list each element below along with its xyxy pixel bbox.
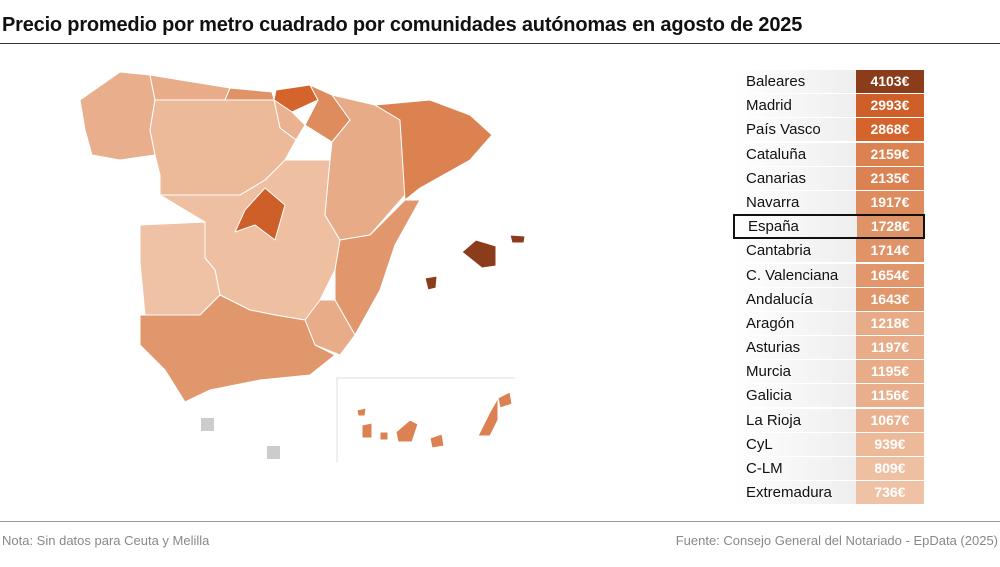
table-row: Extremadura 736€ xyxy=(734,481,924,505)
region-pa-s-vasco xyxy=(273,84,319,113)
row-value: 1917€ xyxy=(855,190,924,214)
table-row: Baleares 4103€ xyxy=(734,70,924,93)
table-row: C-LM 809€ xyxy=(734,457,924,480)
table-row: País Vasco 2868€ xyxy=(734,118,924,142)
title-divider xyxy=(0,43,1000,44)
table-row: Cataluña 2159€ xyxy=(734,142,924,166)
table-row: Galicia 1156€ xyxy=(734,384,924,408)
row-value: 809€ xyxy=(855,457,924,480)
region-melilla xyxy=(267,446,280,459)
table-row: La Rioja 1067€ xyxy=(734,408,924,432)
row-name: Andalucía xyxy=(734,287,856,311)
row-name: Navarra xyxy=(734,190,856,214)
region-ceuta xyxy=(201,418,214,431)
row-name: CyL xyxy=(734,432,856,456)
row-name: Canarias xyxy=(734,166,856,190)
row-value: 1156€ xyxy=(855,384,924,408)
row-value: 1218€ xyxy=(855,311,924,335)
row-name: País Vasco xyxy=(734,118,856,142)
row-name: C-LM xyxy=(734,457,856,480)
table-row: Murcia 1195€ xyxy=(734,360,924,384)
row-value: 1197€ xyxy=(855,336,924,360)
row-value: 939€ xyxy=(855,432,924,456)
footer-divider xyxy=(0,521,1000,522)
table-row: Canarias 2135€ xyxy=(734,166,924,190)
row-name: Cantabria xyxy=(734,239,856,263)
region-catalu-a xyxy=(374,99,493,201)
row-value: 1067€ xyxy=(855,408,924,432)
table-row: Madrid 2993€ xyxy=(734,94,924,118)
region-madrid xyxy=(234,187,286,241)
row-value: 1714€ xyxy=(855,239,924,263)
region-asturias xyxy=(149,74,231,101)
table-row: España 1728€ xyxy=(733,214,925,240)
source: Fuente: Consejo General del Notariado - … xyxy=(675,533,998,548)
row-name: Cataluña xyxy=(734,142,856,166)
row-value: 4103€ xyxy=(855,70,924,93)
row-name: Murcia xyxy=(734,360,856,384)
table-row: C. Valenciana 1654€ xyxy=(734,263,924,287)
row-name: España xyxy=(734,215,857,239)
table-row: Asturias 1197€ xyxy=(734,336,924,360)
region-cantabria xyxy=(224,87,275,101)
region-cyl xyxy=(149,99,297,196)
row-value: 2135€ xyxy=(855,166,924,190)
row-name: La Rioja xyxy=(734,408,856,432)
table-row: Cantabria 1714€ xyxy=(734,239,924,263)
footnote: Nota: Sin datos para Ceuta y Melilla xyxy=(2,533,210,548)
table-row: Andalucía 1643€ xyxy=(734,287,924,311)
region-canarias xyxy=(356,391,513,449)
canarias-inset-frame xyxy=(336,377,515,462)
row-name: Madrid xyxy=(734,94,856,118)
row-value: 2993€ xyxy=(855,94,924,118)
table-row: Aragón 1218€ xyxy=(734,311,924,335)
row-value: 2159€ xyxy=(855,142,924,166)
row-value: 1654€ xyxy=(855,263,924,287)
row-name: Galicia xyxy=(734,384,856,408)
row-value: 1728€ xyxy=(856,215,924,239)
table-row: Navarra 1917€ xyxy=(734,190,924,214)
row-value: 736€ xyxy=(855,481,924,505)
page-title: Precio promedio por metro cuadrado por c… xyxy=(2,14,803,36)
region-galicia xyxy=(79,71,156,161)
region-baleares xyxy=(424,234,526,291)
row-name: Extremadura xyxy=(734,481,856,505)
row-name: Baleares xyxy=(734,70,856,93)
row-value: 1643€ xyxy=(855,287,924,311)
region-c-valenciana xyxy=(334,199,421,336)
table-row: CyL 939€ xyxy=(734,432,924,456)
row-name: C. Valenciana xyxy=(734,263,856,287)
ranking-table: Baleares 4103€ Madrid 2993€ País Vasco 2868€ C… xyxy=(733,70,925,505)
row-name: Aragón xyxy=(734,311,856,335)
region-andaluc-a xyxy=(139,294,336,403)
row-name: Asturias xyxy=(734,336,856,360)
row-value: 2868€ xyxy=(855,118,924,142)
row-value: 1195€ xyxy=(855,360,924,384)
